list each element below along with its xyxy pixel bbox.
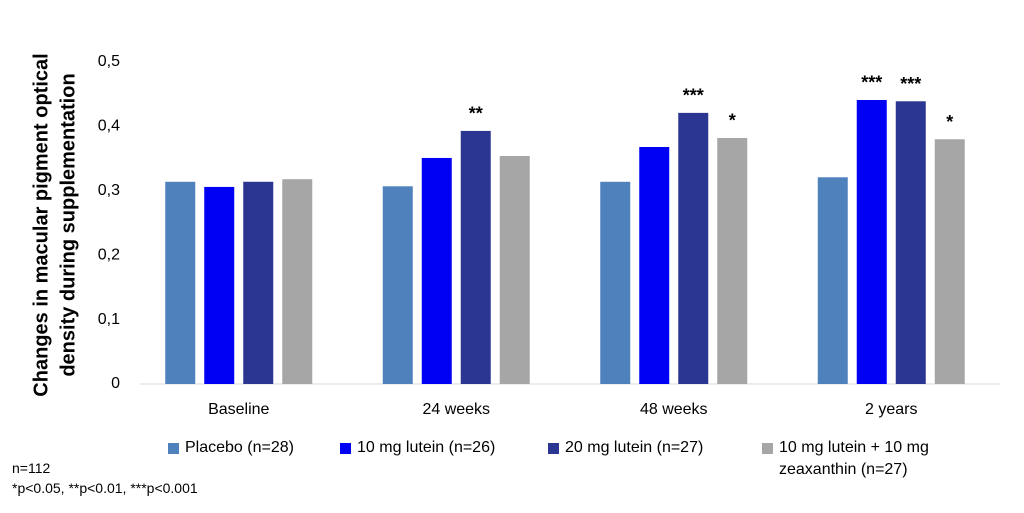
significance: *** (861, 73, 882, 93)
bar (460, 130, 491, 384)
y-tick-label: 0,5 (98, 53, 120, 70)
legend-swatch (340, 443, 351, 454)
x-tick-label: 48 weeks (640, 401, 708, 418)
y-tick-label: 0,1 (98, 311, 120, 328)
y-tick-label: 0,4 (98, 118, 120, 135)
significance: *** (900, 74, 921, 94)
significance: * (729, 111, 736, 131)
y-tick-label: 0 (111, 375, 120, 392)
bar (243, 181, 274, 384)
legend-item: Placebo (n=28) (168, 437, 294, 459)
bar (282, 179, 313, 384)
legend-item: 10 mg lutein (n=26) (340, 437, 495, 459)
bar (204, 186, 235, 384)
footnote: *p<0.05, **p<0.01, ***p<0.001 (12, 480, 198, 496)
y-axis-label: density during supplementation (57, 73, 79, 376)
y-tick-label: 0,2 (98, 246, 120, 263)
bar (817, 177, 848, 384)
bar (678, 112, 709, 384)
bar (382, 186, 413, 384)
legend-item: 20 mg lutein (n=27) (548, 437, 703, 459)
bar (165, 181, 196, 384)
bar (895, 101, 926, 384)
legend-label: Placebo (n=28) (185, 439, 294, 456)
legend-swatch (762, 443, 773, 454)
significance: *** (683, 86, 704, 106)
x-tick-label: 24 weeks (422, 401, 490, 418)
y-axis-label: Changes in macular pigment optical (30, 53, 52, 396)
legend-swatch (548, 443, 559, 454)
legend-swatch (168, 443, 179, 454)
x-tick-label: 2 years (865, 401, 917, 418)
bar (600, 181, 631, 384)
bar (934, 139, 965, 384)
x-tick-label: Baseline (208, 401, 269, 418)
legend-label: 10 mg lutein + 10 mg zeaxanthin (n=27) (779, 439, 929, 478)
legend-label: 10 mg lutein (n=26) (357, 439, 496, 456)
bar (421, 157, 452, 384)
legend-label: 20 mg lutein (n=27) (565, 439, 704, 456)
bar (856, 99, 887, 384)
footnote: n=112 (12, 460, 51, 476)
y-tick-label: 0,3 (98, 182, 120, 199)
bar (717, 137, 748, 384)
significance: ** (469, 104, 483, 124)
significance: * (946, 112, 953, 132)
bar (499, 156, 530, 384)
legend-item: 10 mg lutein + 10 mg zeaxanthin (n=27) (762, 437, 969, 481)
bar (639, 147, 670, 384)
